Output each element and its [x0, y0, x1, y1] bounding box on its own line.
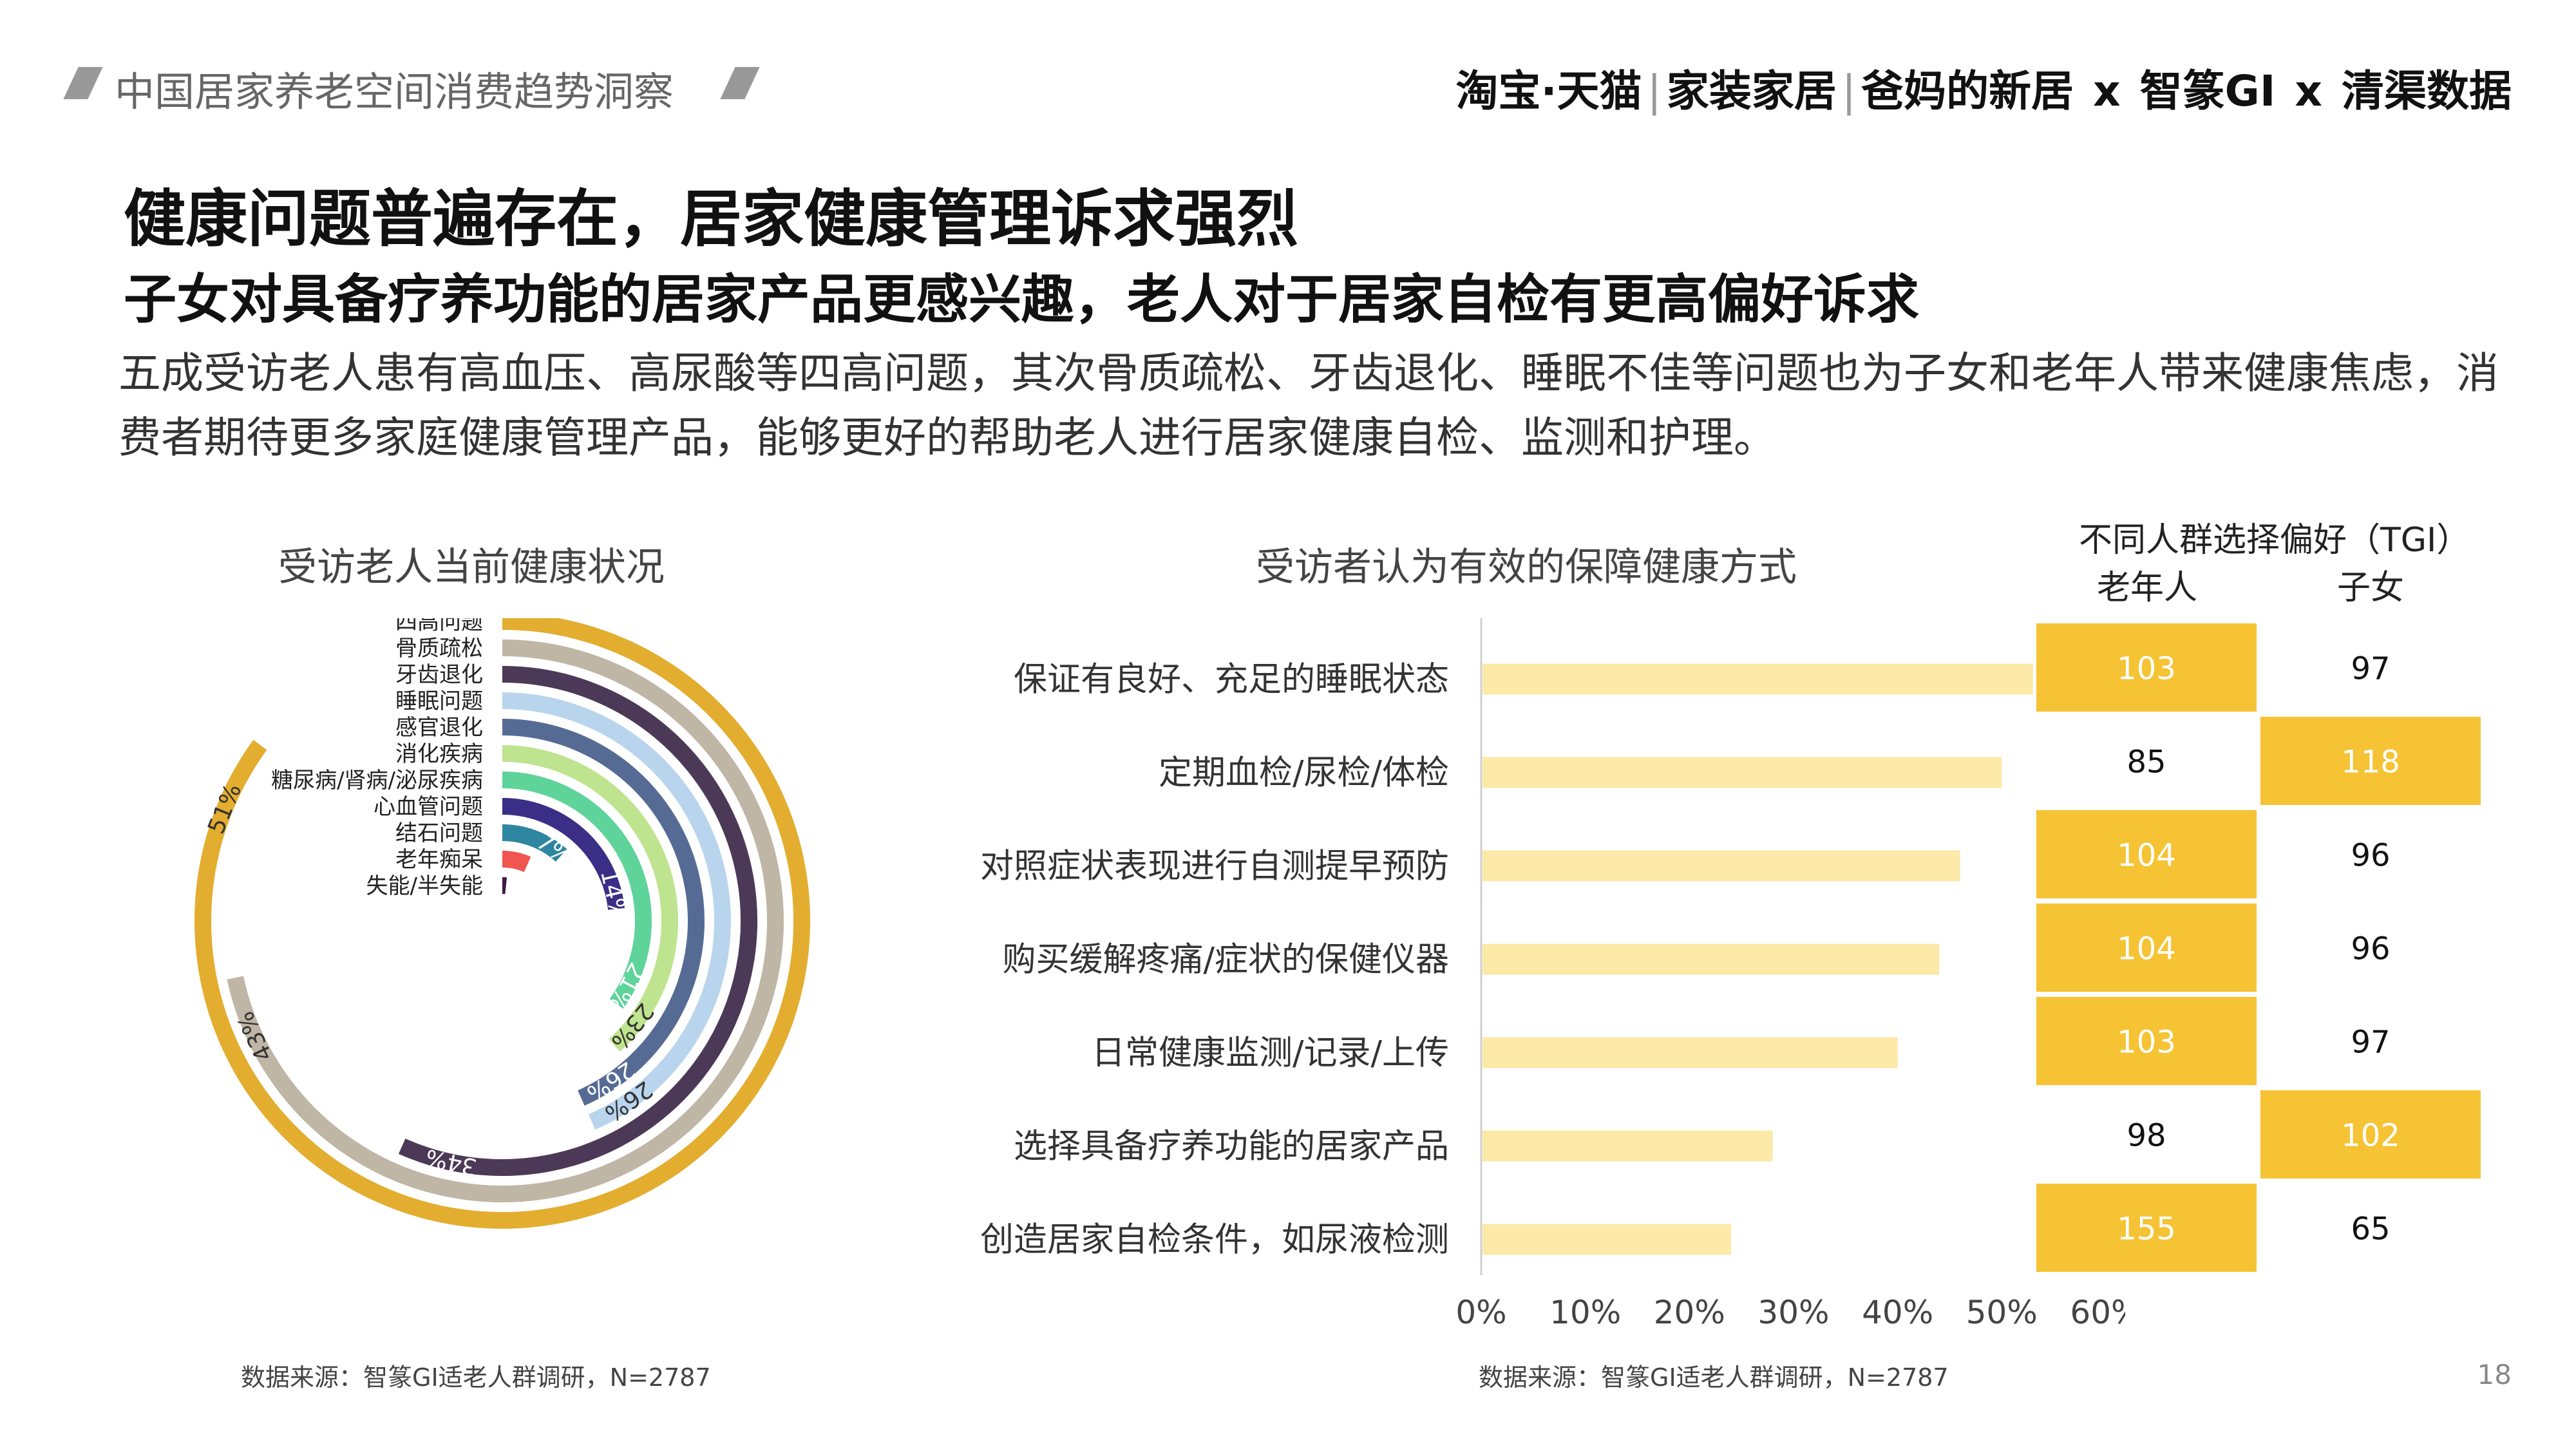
- radial-bar-4: [502, 719, 705, 1106]
- x-tick-label-5: 50%: [1966, 1294, 2038, 1331]
- tgi-child-value-3: 96: [2351, 931, 2390, 967]
- report-title: 中国居家养老空间消费趋势洞察: [115, 68, 674, 115]
- title-slash-right-icon: [720, 67, 760, 99]
- tgi-child-value-5: 102: [2341, 1118, 2400, 1154]
- brand-zhizhuan: 智篆GI: [2139, 66, 2276, 116]
- bar-category-label-2: 对照症状表现进行自测提早预防: [980, 848, 1449, 886]
- tgi-highlight-cell-5: [2260, 1090, 2481, 1179]
- bar-3: [1482, 943, 1940, 975]
- radial-chart-title: 受访老人当前健康状况: [278, 545, 665, 590]
- bar-category-label-1: 定期血检/尿检/体检: [1159, 754, 1449, 793]
- tgi-elder-value-3: 104: [2117, 931, 2176, 967]
- brand-qingqu: 清渠数据: [2342, 66, 2512, 116]
- right-data-source: 数据来源：智篆GI适老人群调研，N=2787: [1479, 1363, 1949, 1392]
- tgi-column-child: 子女: [2336, 569, 2404, 607]
- radial-category-label-10: 失能/半失能: [366, 873, 483, 899]
- radial-value-label-2: 34%: [423, 1144, 479, 1180]
- radial-bar-8: [502, 824, 567, 862]
- radial-category-label-2: 牙齿退化: [395, 662, 483, 688]
- brand-bar: 淘宝·天猫 | 家装家居 | 爸妈的新居 x 智篆GI x 清渠数据: [1455, 66, 2512, 116]
- brand-x-2: x: [2295, 66, 2322, 116]
- tgi-highlight-cell-4: [2036, 997, 2257, 1085]
- bar-category-label-3: 购买缓解疼痛/症状的保健仪器: [1002, 941, 1449, 980]
- radial-bar-1: [227, 639, 784, 1202]
- tgi-child-value-4: 97: [2351, 1025, 2390, 1061]
- tgi-highlight-cell-6: [2036, 1184, 2257, 1272]
- radial-bar-chart: 四高问题51%骨质疏松43%牙齿退化34%睡眠问题26%感官退化26%消化疾病2…: [194, 618, 810, 1229]
- radial-category-label-9: 老年痴呆: [395, 847, 483, 873]
- radial-category-label-1: 骨质疏松: [395, 636, 483, 661]
- tgi-highlight-cell-1: [2260, 717, 2481, 805]
- brand-x-1: x: [2093, 66, 2121, 116]
- bar-4: [1482, 1037, 1898, 1068]
- x-tick-label-1: 10%: [1549, 1294, 1621, 1331]
- bar-chart-title: 受访者认为有效的保障健康方式: [1256, 545, 1797, 590]
- tgi-column-elder: 老年人: [2097, 569, 2198, 607]
- tgi-child-value-2: 96: [2351, 838, 2390, 874]
- radial-category-label-0: 四高问题: [395, 618, 483, 635]
- bar-1: [1482, 757, 2002, 788]
- brand-taobao: 淘宝·天猫: [1455, 66, 1642, 116]
- bar-category-label-5: 选择具备疗养功能的居家产品: [1014, 1128, 1449, 1166]
- tgi-elder-value-4: 103: [2117, 1025, 2176, 1061]
- subheadline: 子女对具备疗养功能的居家产品更感兴趣，老人对于居家自检有更高偏好诉求: [124, 269, 1920, 330]
- tgi-elder-value-6: 155: [2117, 1211, 2176, 1247]
- bar-2: [1482, 850, 1960, 882]
- radial-value-label-7: 14%: [595, 867, 632, 923]
- bar-6: [1482, 1224, 1731, 1255]
- tgi-elder-value-5: 98: [2126, 1118, 2166, 1154]
- tgi-highlight-cell-2: [2036, 810, 2257, 898]
- bar-category-label-6: 创造居家自检条件，如尿液检测: [980, 1221, 1449, 1260]
- headline: 健康问题普遍存在，居家健康管理诉求强烈: [124, 183, 1298, 255]
- horizontal-bar-chart: 保证有良好、充足的睡眠状态定期血检/尿检/体检对照症状表现进行自测提早预防购买缓…: [980, 618, 2125, 1331]
- tgi-table: 103 97 85 118 104 96 104 96 103 97 98 102 155 65: [2036, 623, 2481, 1272]
- bar-category-label-0: 保证有良好、充足的睡眠状态: [1014, 661, 1449, 699]
- x-tick-label-4: 40%: [1862, 1294, 1933, 1331]
- x-tick-label-3: 30%: [1757, 1294, 1829, 1331]
- x-tick-label-2: 20%: [1654, 1294, 1725, 1331]
- tgi-elder-value-0: 103: [2117, 651, 2176, 687]
- radial-bar-5: [502, 745, 678, 1052]
- tgi-title: 不同人群选择偏好（TGI）: [2079, 521, 2470, 560]
- brand-jiazhuang: 家装家居: [1666, 66, 1837, 116]
- bar-0: [1482, 663, 2033, 695]
- brand-bama: 爸妈的新居: [1861, 66, 2074, 116]
- radial-value-label-0: 51%: [203, 780, 247, 838]
- title-slash-left-icon: [63, 67, 103, 99]
- tgi-elder-value-1: 85: [2126, 744, 2166, 781]
- radial-bar-6: [502, 772, 652, 1009]
- radial-category-label-7: 心血管问题: [374, 794, 483, 820]
- radial-bar-9: [502, 851, 531, 873]
- radial-category-label-3: 睡眠问题: [395, 688, 483, 714]
- tgi-highlight-cell-0: [2036, 623, 2257, 712]
- radial-category-label-5: 消化疾病: [395, 741, 483, 767]
- tgi-elder-value-2: 104: [2117, 838, 2176, 874]
- bar-category-label-4: 日常健康监测/记录/上传: [1092, 1034, 1449, 1073]
- radial-bar-3: [502, 692, 731, 1130]
- x-tick-label-6: 60%: [2070, 1294, 2125, 1331]
- x-tick-label-0: 0%: [1455, 1294, 1506, 1331]
- tgi-highlight-cell-3: [2036, 904, 2257, 992]
- radial-bar-7: [502, 798, 625, 910]
- radial-bar-2: [398, 666, 757, 1176]
- tgi-child-value-6: 65: [2351, 1211, 2390, 1247]
- radial-bar-0: [194, 618, 810, 1229]
- page-number: 18: [2477, 1359, 2512, 1390]
- left-data-source: 数据来源：智篆GI适老人群调研，N=2787: [241, 1363, 711, 1392]
- body-text: 五成受访老人患有高血压、高尿酸等四高问题，其次骨质疏松、牙齿退化、睡眠不佳等问题…: [118, 348, 2499, 462]
- tgi-child-value-0: 97: [2351, 651, 2390, 687]
- bar-5: [1482, 1130, 1773, 1162]
- tgi-child-value-1: 118: [2341, 744, 2400, 781]
- radial-category-label-4: 感官退化: [395, 715, 483, 741]
- radial-category-label-8: 结石问题: [395, 820, 483, 846]
- radial-category-label-6: 糖尿病/肾病/泌尿疾病: [271, 768, 483, 793]
